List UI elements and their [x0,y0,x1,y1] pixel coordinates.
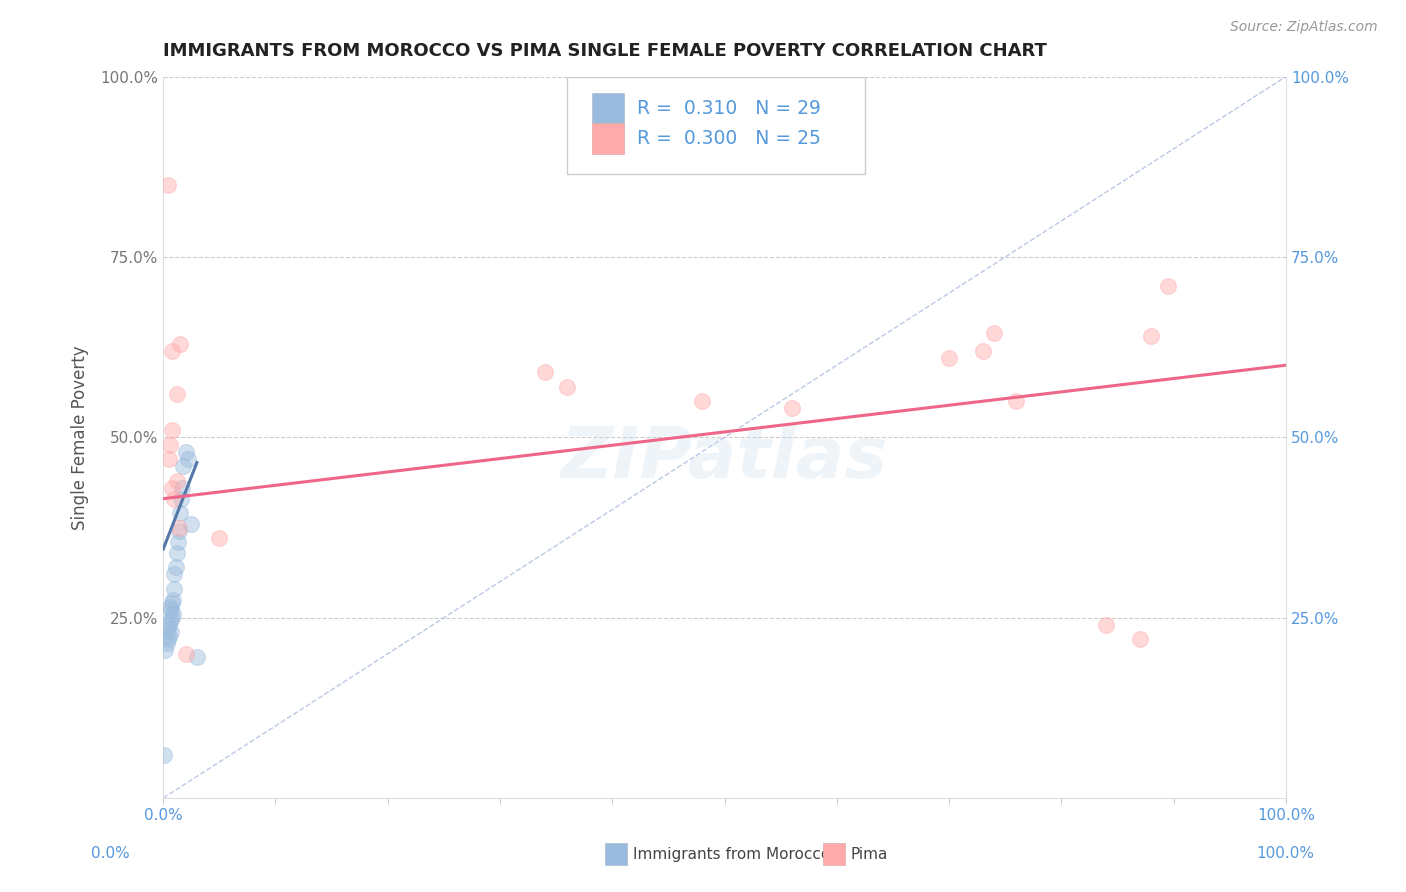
Point [1157,278,1180,293]
Point [160,596,183,610]
Point [177,452,200,467]
Point [155,643,177,657]
Text: R =  0.310   N = 29: R = 0.310 N = 29 [637,99,821,118]
Point [170,491,193,506]
Point [162,592,184,607]
Point [163,491,186,506]
Point [163,582,186,596]
Point [534,365,557,379]
Point [166,474,188,488]
Point [160,481,183,495]
Point [172,481,194,495]
Point [156,622,179,636]
Text: 0.0%: 0.0% [91,847,131,861]
Point [1005,394,1028,409]
Text: Pima: Pima [851,847,889,862]
Text: Source: ZipAtlas.com: Source: ZipAtlas.com [1230,21,1378,34]
Point [166,535,188,549]
Point [156,178,179,192]
Point [169,506,191,520]
Text: Immigrants from Morocco: Immigrants from Morocco [633,847,830,862]
Point [160,343,183,358]
Point [165,560,187,574]
Point [1129,632,1152,647]
Point [1095,618,1118,632]
Point [159,437,181,451]
Point [938,351,960,365]
Point [557,380,579,394]
Point [169,336,191,351]
Text: IMMIGRANTS FROM MOROCCO VS PIMA SINGLE FEMALE POVERTY CORRELATION CHART: IMMIGRANTS FROM MOROCCO VS PIMA SINGLE F… [163,42,1047,60]
Point [160,625,183,640]
Text: ZIPatlas: ZIPatlas [561,425,889,493]
Point [157,618,180,632]
Point [983,326,1005,340]
FancyBboxPatch shape [592,93,623,123]
Text: R =  0.300   N = 25: R = 0.300 N = 25 [637,129,821,148]
Point [167,520,190,534]
Point [156,632,179,647]
Point [157,452,180,467]
Point [160,610,183,624]
Point [155,636,177,650]
FancyBboxPatch shape [592,123,623,153]
Point [174,647,197,661]
Point [174,444,197,458]
Point [153,747,176,762]
Point [167,524,190,538]
Point [780,401,803,416]
Point [163,567,186,582]
Point [180,516,202,531]
Point [690,394,713,409]
Point [1140,329,1163,343]
Point [972,343,994,358]
Point [186,650,208,665]
Point [159,615,181,629]
Point [160,423,183,437]
Point [157,629,180,643]
Point [172,459,194,474]
Point [162,607,184,621]
Y-axis label: Single Female Poverty: Single Female Poverty [72,345,89,530]
Point [208,532,231,546]
FancyBboxPatch shape [568,77,865,174]
Text: 100.0%: 100.0% [1257,847,1315,861]
Point [166,387,188,401]
Point [160,603,183,617]
Point [166,546,188,560]
Point [159,599,181,614]
